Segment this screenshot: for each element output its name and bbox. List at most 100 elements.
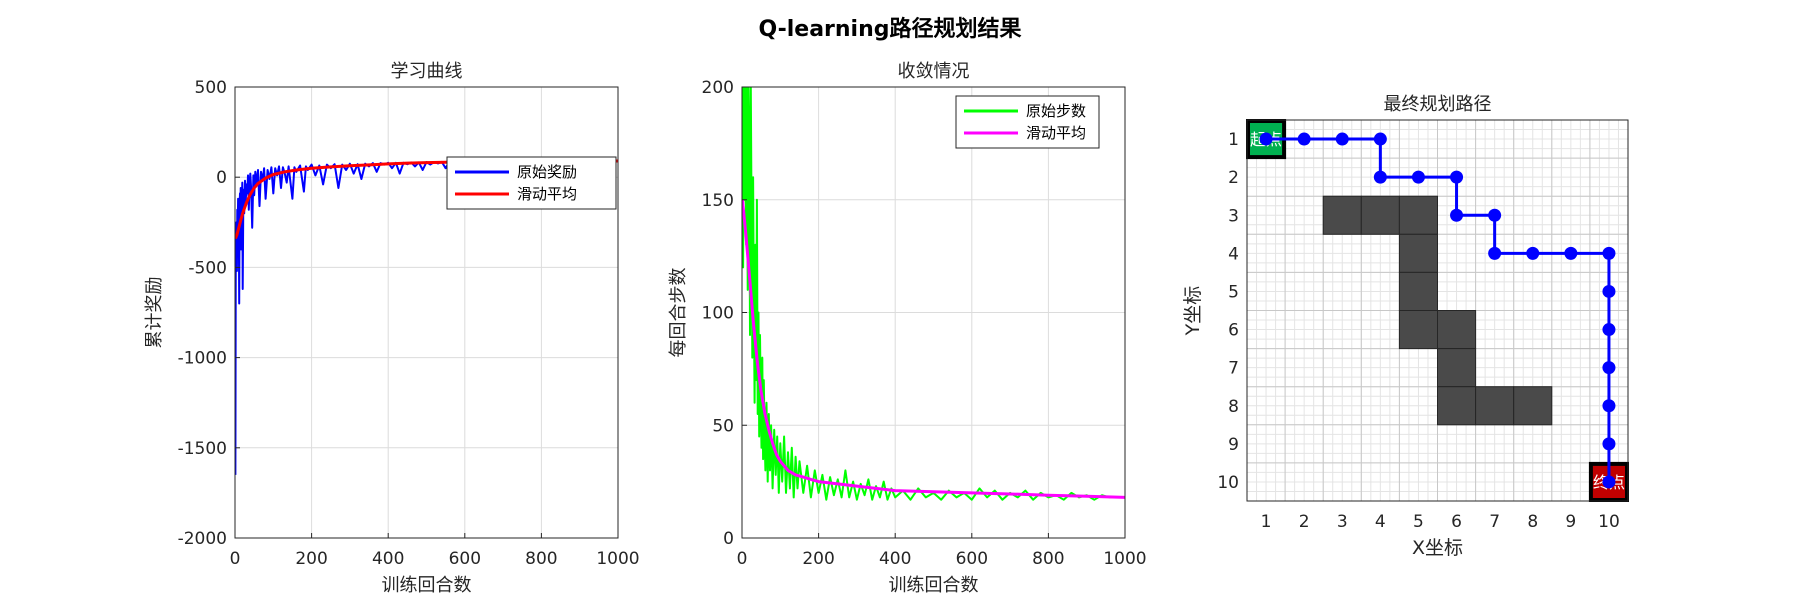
y-tick-label: 0 xyxy=(216,168,227,188)
x-tick-label: 3 xyxy=(1337,512,1348,532)
path-point xyxy=(1602,437,1616,451)
obstacle-cell xyxy=(1398,271,1439,311)
y-tick-label: -1500 xyxy=(178,439,227,459)
obstacle-cell xyxy=(1475,386,1515,426)
path-point xyxy=(1488,246,1502,260)
axes-box xyxy=(234,86,619,539)
path-point xyxy=(1259,132,1273,146)
y-axis-label: Y坐标 xyxy=(1182,286,1204,337)
y-tick-label: 50 xyxy=(712,416,734,436)
y-tick-label: 9 xyxy=(1228,435,1239,455)
final-path-map: 起点终点1234567891012345678910最终规划路径X坐标Y坐标 xyxy=(1182,94,1630,559)
y-tick-label: 2 xyxy=(1228,168,1239,188)
obstacle-cell xyxy=(1398,195,1439,235)
y-tick-label: 10 xyxy=(1217,473,1239,493)
x-tick-label: 200 xyxy=(802,549,834,569)
legend-box xyxy=(446,156,617,210)
learning-curve-chart: 0 200 400 600 800 1000 -2000 -1500 -1000 -500 0 500… xyxy=(144,61,640,596)
x-tick-label: 600 xyxy=(449,549,481,569)
x-axis-label: 训练回合数 xyxy=(382,575,472,596)
legend-label: 滑动平均 xyxy=(517,185,577,203)
x-axis-label: X坐标 xyxy=(1412,537,1463,559)
obstacle-cell xyxy=(1398,233,1439,273)
x-tick-label: 6 xyxy=(1451,512,1462,532)
y-axis-label: 每回合步数 xyxy=(668,268,689,358)
obstacle-cell xyxy=(1437,386,1477,426)
x-tick-label: 9 xyxy=(1565,512,1576,532)
series-group xyxy=(742,87,1125,501)
y-tick-label: 100 xyxy=(702,304,734,324)
y-tick-label: 0 xyxy=(723,529,734,549)
chart-title: 收敛情况 xyxy=(898,61,970,82)
path-point xyxy=(1450,170,1464,184)
path-point xyxy=(1297,132,1311,146)
map-title: 最终规划路径 xyxy=(1384,94,1492,115)
x-tick-label: 800 xyxy=(525,549,557,569)
legend-label: 原始步数 xyxy=(1026,102,1086,120)
x-tick-label: 200 xyxy=(295,549,327,569)
x-tick-label: 7 xyxy=(1489,512,1500,532)
y-tick-label: -2000 xyxy=(178,529,227,549)
path-point xyxy=(1564,246,1578,260)
y-tick-label: 500 xyxy=(195,78,227,98)
y-tick-label: 3 xyxy=(1228,206,1239,226)
y-tick-label: 200 xyxy=(702,78,734,98)
y-tick-label: 6 xyxy=(1228,321,1239,341)
x-tick-label: 2 xyxy=(1299,512,1310,532)
series-line-2 xyxy=(742,199,1125,499)
x-axis-label: 训练回合数 xyxy=(889,575,979,596)
path-point xyxy=(1526,246,1540,260)
x-tick-label: 0 xyxy=(737,549,748,569)
path-point xyxy=(1602,475,1616,489)
path-point xyxy=(1373,132,1387,146)
x-tick-label: 600 xyxy=(956,549,988,569)
y-tick-label: 7 xyxy=(1228,359,1239,379)
x-tick-label: 1000 xyxy=(596,549,639,569)
path-point xyxy=(1411,170,1425,184)
path-point xyxy=(1373,170,1387,184)
y-tick-label: 1 xyxy=(1228,130,1239,150)
x-tick-label: 1 xyxy=(1261,512,1272,532)
obstacle-cell xyxy=(1322,195,1362,235)
y-tick-label: 4 xyxy=(1228,244,1239,264)
chart-title: 学习曲线 xyxy=(391,61,463,82)
x-tick-label: 400 xyxy=(879,549,911,569)
path-point xyxy=(1335,132,1349,146)
y-axis-label: 累计奖励 xyxy=(144,277,165,349)
x-tick-label: 0 xyxy=(230,549,241,569)
legend-label: 滑动平均 xyxy=(1026,124,1086,142)
obstacle-cell xyxy=(1398,310,1439,350)
x-tick-label: 8 xyxy=(1527,512,1538,532)
path-point xyxy=(1450,208,1464,222)
map-box xyxy=(1246,119,1629,502)
y-tick-label: 5 xyxy=(1228,282,1239,302)
path-point xyxy=(1488,208,1502,222)
x-tick-label: 10 xyxy=(1598,512,1620,532)
x-tick-label: 800 xyxy=(1032,549,1064,569)
plot-area xyxy=(235,87,618,538)
obstacle-cell xyxy=(1437,310,1477,350)
legend-label: 原始奖励 xyxy=(517,163,577,181)
y-tick-label: 8 xyxy=(1228,397,1239,417)
obstacle-cell xyxy=(1513,386,1553,426)
x-tick-label: 400 xyxy=(372,549,404,569)
legend-box xyxy=(955,95,1100,149)
path-point xyxy=(1602,361,1616,375)
y-tick-label: -500 xyxy=(188,258,227,278)
path-point xyxy=(1602,284,1616,298)
map-grid xyxy=(1246,119,1629,502)
figure-title: Q-learning路径规划结果 xyxy=(758,16,1021,42)
path-point xyxy=(1602,399,1616,413)
obstacle-cell xyxy=(1360,195,1400,235)
y-tick-label: 150 xyxy=(702,191,734,211)
x-tick-label: 5 xyxy=(1413,512,1424,532)
x-tick-label: 1000 xyxy=(1103,549,1146,569)
x-tick-label: 4 xyxy=(1375,512,1386,532)
path-point xyxy=(1602,246,1616,260)
path-point xyxy=(1602,323,1616,337)
y-tick-label: -1000 xyxy=(178,349,227,369)
